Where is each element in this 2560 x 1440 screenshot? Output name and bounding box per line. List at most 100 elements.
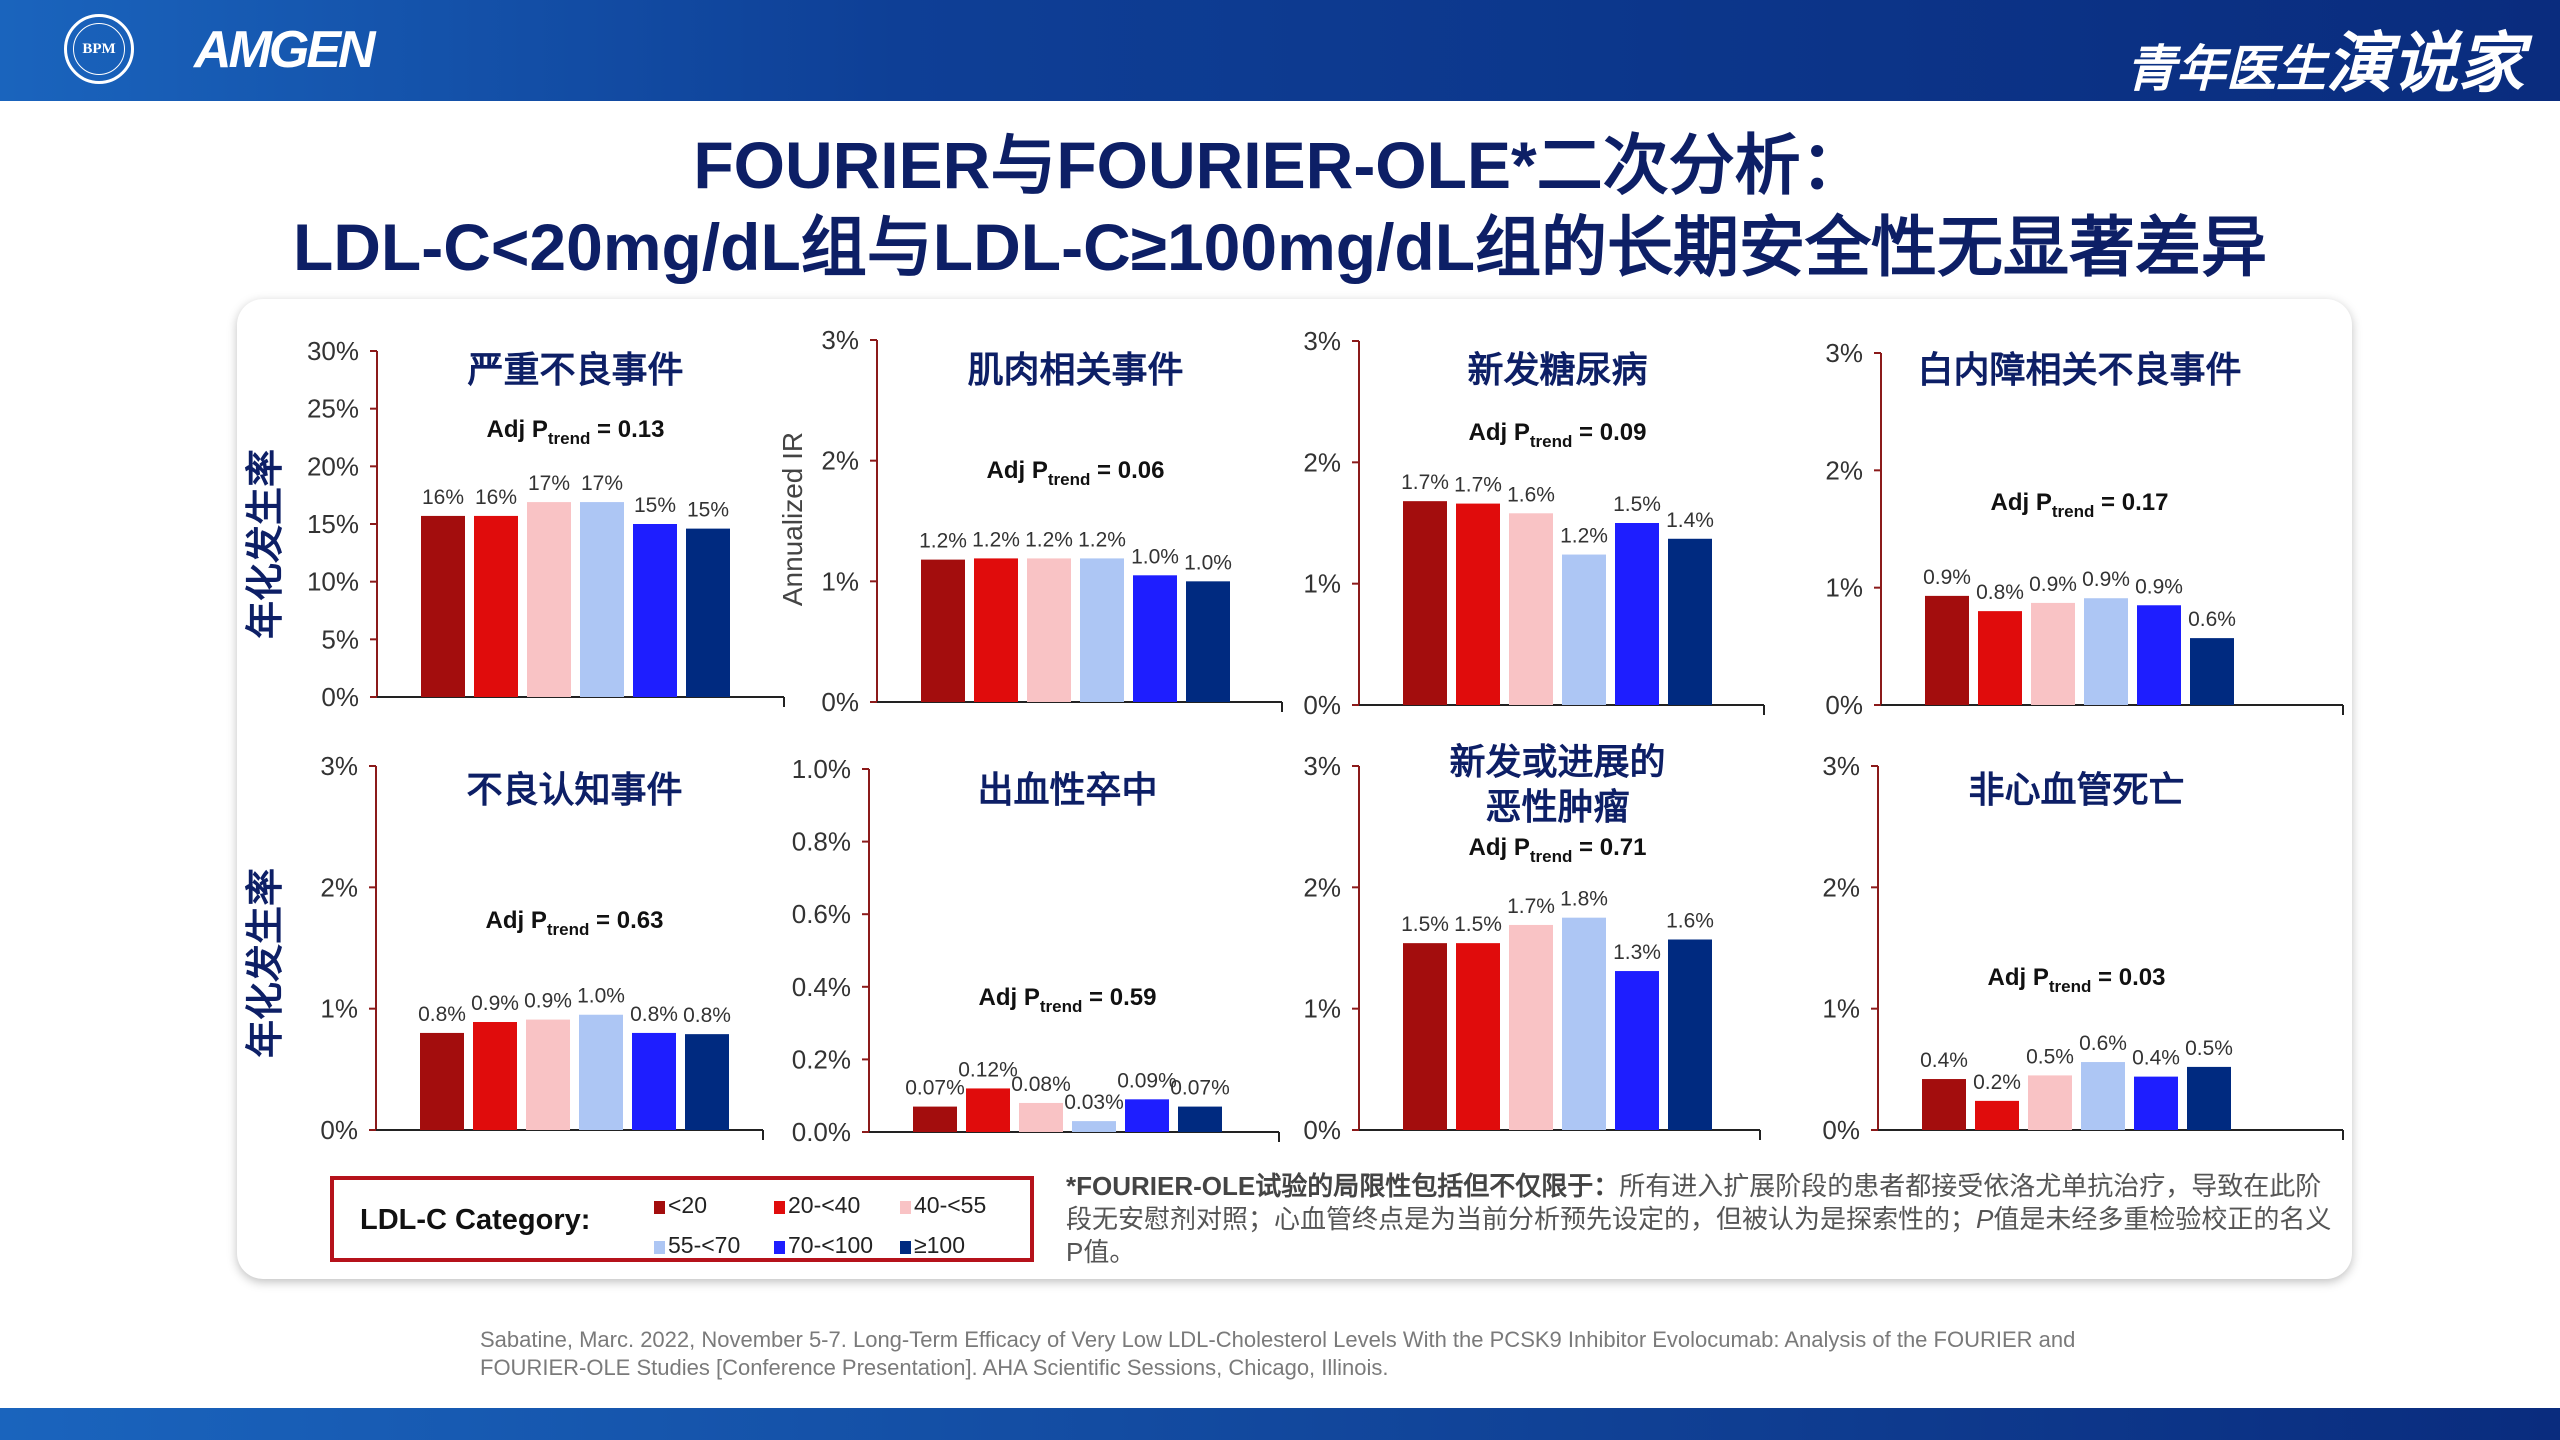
bar-value-label: 0.07% — [905, 1077, 965, 1100]
bar — [913, 1106, 957, 1132]
bar-value-label: 0.5% — [2185, 1037, 2233, 1060]
p-prefix: Adj P — [979, 984, 1040, 1011]
p-trend-label: Adj Ptrend = 0.09 — [1469, 419, 1647, 451]
y-tick-label: 1% — [1303, 994, 1341, 1024]
bar-value-label: 1.3% — [1613, 941, 1661, 964]
bar-value-label: 0.08% — [1011, 1073, 1071, 1096]
bar — [1027, 558, 1071, 702]
y-tick-label: 5% — [321, 624, 359, 654]
p-sub: trend — [548, 429, 591, 448]
bar — [2137, 605, 2181, 705]
y-tick-label: 1% — [1303, 569, 1341, 599]
legend-swatch — [774, 1241, 785, 1254]
bar — [579, 1014, 623, 1130]
bar — [974, 558, 1018, 702]
y-tick-label: 3% — [1303, 326, 1341, 356]
bar — [1019, 1102, 1063, 1132]
bar-value-label: 1.5% — [1613, 493, 1661, 516]
bar — [2190, 638, 2234, 705]
footnote-p: P — [1976, 1204, 1994, 1234]
bar — [1403, 501, 1447, 705]
bar — [1178, 1106, 1222, 1132]
bar — [1456, 943, 1500, 1130]
bar-value-label: 0.2% — [1973, 1071, 2021, 1094]
bar — [580, 502, 624, 697]
slide-title-line1: FOURIER与FOURIER-OLE*二次分析： — [693, 128, 1867, 202]
bar-value-label: 0.12% — [958, 1058, 1018, 1081]
bar-value-label: 1.2% — [1560, 525, 1608, 548]
bar-value-label: 1.7% — [1507, 895, 1555, 918]
bar-value-label: 0.9% — [2135, 575, 2183, 598]
legend-label: 20-<40 — [788, 1192, 861, 1218]
bar-value-label: 0.9% — [2029, 573, 2077, 596]
bar — [1615, 523, 1659, 705]
y-tick-label: 10% — [307, 567, 359, 597]
footer-bar — [0, 1408, 2560, 1440]
brand-text-2: 演说家 — [2326, 26, 2524, 100]
bar — [1509, 924, 1553, 1130]
bar-value-label: 1.0% — [1184, 551, 1232, 574]
chart-1: 0% 5% 10% 15% 20% 25% 30% 16% 16% 17% 17% 15% 15% 严重不… — [307, 336, 785, 712]
bar — [1509, 513, 1553, 705]
bar-value-label: 15% — [687, 499, 729, 522]
p-trend-label: Adj Ptrend = 0.17 — [1991, 489, 2169, 521]
bar-value-label: 1.2% — [1025, 528, 1073, 551]
y-tick-label: 2% — [1303, 447, 1341, 477]
brand-logo: 青年医生演说家 — [2126, 10, 2524, 106]
p-value: = 0.13 — [590, 416, 664, 443]
p-trend-label: Adj Ptrend = 0.71 — [1469, 834, 1647, 866]
chart-title: 肌肉相关事件 — [967, 349, 1183, 390]
p-sub: trend — [1530, 847, 1573, 866]
y-tick-label: 20% — [307, 451, 359, 481]
y-tick-label: 0% — [1825, 690, 1863, 720]
bar-value-label: 15% — [634, 494, 676, 517]
bar — [1922, 1079, 1966, 1130]
p-trend-label: Adj Ptrend = 0.63 — [486, 907, 664, 939]
bar — [420, 1032, 464, 1130]
legend-label: 70-<100 — [788, 1232, 874, 1258]
bar — [2187, 1066, 2231, 1130]
bar-value-label: 0.09% — [1117, 1069, 1177, 1092]
y-tick-label: 0.8% — [792, 827, 851, 857]
bar-value-label: 0.9% — [471, 992, 519, 1015]
p-sub: trend — [1530, 432, 1573, 451]
bar — [1133, 575, 1177, 702]
bar-value-label: 1.4% — [1666, 509, 1714, 532]
y-tick-label: 2% — [1303, 872, 1341, 902]
y-tick-label: 3% — [320, 751, 358, 781]
y-tick-label: 3% — [821, 325, 859, 355]
y-tick-label: 3% — [1303, 751, 1341, 781]
y-tick-label: 1% — [821, 566, 859, 596]
legend-box: LDL-C Category: <20 20-<40 40-<55 55-<70 70-… — [330, 1176, 1034, 1262]
brand-text-1: 青年医生 — [2126, 41, 2326, 97]
bar-value-label: 17% — [581, 472, 623, 495]
chart-title: 新发或进展的 — [1449, 741, 1665, 782]
p-prefix: Adj P — [1988, 964, 2049, 991]
bpm-logo: BPM — [64, 14, 134, 84]
bar — [421, 515, 465, 697]
amgen-logo: AMGEN — [194, 21, 376, 79]
bar — [685, 1034, 729, 1130]
footnote-bold: *FOURIER-OLE试验的局限性包括但不仅限于： — [1066, 1171, 1620, 1201]
p-sub: trend — [2049, 977, 2092, 996]
y-tick-label: 0% — [321, 682, 359, 712]
bar — [526, 1019, 570, 1130]
p-prefix: Adj P — [1469, 419, 1530, 446]
y-tick-label: 0% — [1303, 1115, 1341, 1145]
legend-item: 40-<55 — [900, 1192, 986, 1219]
chart-title: 恶性肿瘤 — [1485, 786, 1629, 827]
bar-value-label: 0.03% — [1064, 1091, 1124, 1114]
bar-value-label: 0.8% — [683, 1004, 731, 1027]
bar-value-label: 1.6% — [1666, 910, 1714, 933]
bar-value-label: 0.9% — [524, 990, 572, 1013]
bar — [1072, 1121, 1116, 1132]
slide-title-line2: LDL-C<20mg/dL组与LDL-C≥100mg/dL组的长期安全性无显著差… — [292, 210, 2268, 284]
footnote: *FOURIER-OLE试验的局限性包括但不仅限于：所有进入扩展阶段的患者都接受… — [1066, 1170, 2336, 1269]
y-tick-label: 25% — [307, 394, 359, 424]
y-axis-title-annualized-ir: Annualized IR — [777, 432, 808, 606]
legend-label: 40-<55 — [914, 1192, 987, 1218]
p-prefix: Adj P — [1991, 489, 2052, 516]
p-sub: trend — [1040, 997, 1083, 1016]
p-prefix: Adj P — [1469, 834, 1530, 861]
